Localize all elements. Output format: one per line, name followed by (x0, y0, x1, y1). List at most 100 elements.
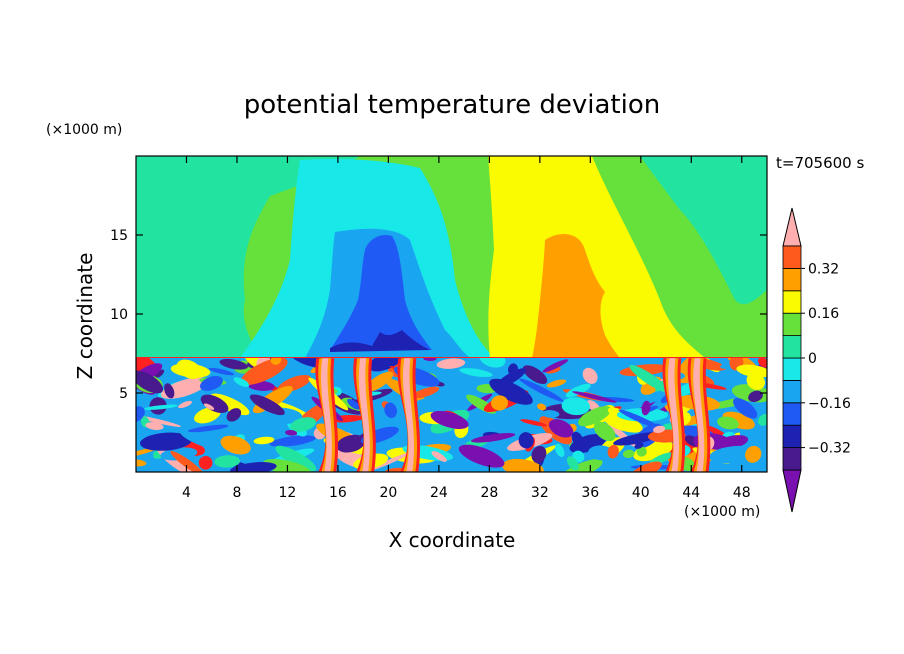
turbulence-patch (748, 390, 763, 403)
turbulence-patch (522, 365, 548, 384)
turbulence-patch (370, 452, 410, 471)
turbulence-patch (411, 386, 440, 399)
turbulence-patch (518, 432, 534, 449)
colorbar-bottom-extend (782, 469, 802, 513)
y-tick-label: 10 (110, 307, 128, 323)
x-tick-label: 8 (232, 485, 241, 501)
colorbar-tick-label: 0.32 (808, 261, 839, 277)
warm-plume (402, 358, 415, 472)
turbulence-patch (560, 459, 603, 472)
time-label: t=705600 s (776, 154, 864, 172)
turbulence-patch (634, 442, 644, 449)
x-tick-label: 4 (182, 485, 191, 501)
turbulence-patch (502, 458, 544, 472)
turbulence-patch (531, 445, 547, 463)
x-tick-label: 28 (480, 485, 498, 501)
turbulence-patch (176, 359, 202, 379)
turbulence-patch (270, 358, 282, 365)
turbulence-patch (629, 364, 670, 393)
turbulence-patch (618, 409, 662, 430)
turbulence-patch (653, 425, 666, 434)
turbulence-patch (479, 358, 506, 368)
turbulence-patch (220, 435, 251, 455)
turbulence-patch (616, 408, 668, 422)
turbulence-patch (736, 364, 767, 378)
turbulence-patch (495, 368, 527, 389)
x-unit-label: (×1000 m) (684, 504, 760, 520)
turbulence-patch (187, 424, 229, 433)
turbulence-patch (541, 410, 560, 418)
y-axis: 5 10 15 (110, 228, 767, 402)
turbulence-patch (458, 444, 505, 468)
y-tick-label: 5 (119, 386, 128, 402)
turbulence-patch (448, 372, 474, 382)
turbulence-patch (593, 421, 616, 442)
turbulence-patch (542, 359, 569, 373)
turbulence-patch (717, 416, 739, 430)
chart-title: potential temperature deviation (244, 90, 660, 120)
upper-contour-blue-core (330, 234, 432, 350)
turbulence-patch (180, 431, 222, 450)
turbulence-patch (537, 403, 547, 411)
x-tick-label: 16 (329, 485, 347, 501)
turbulence-patch (285, 429, 298, 436)
colorbar-bin (782, 290, 802, 314)
turbulence-patch (384, 402, 398, 419)
y-tick-label: 15 (110, 228, 128, 244)
x-tick-label: 20 (379, 485, 397, 501)
turbulence-patch (249, 394, 285, 416)
turbulence-patch (571, 431, 584, 447)
warm-plume (358, 358, 370, 472)
colorbar-bin (782, 335, 802, 359)
upper-contour-dark-blue (330, 330, 430, 352)
y-unit-label: (×1000 m) (46, 122, 122, 138)
colorbar-bin (782, 402, 802, 426)
turbulence-patch (253, 436, 275, 445)
turbulence-patch (566, 456, 579, 471)
turbulence-patch (758, 413, 767, 426)
turbulence-patch (572, 391, 617, 403)
x-tick-label: 32 (531, 485, 549, 501)
turbulence-patch (290, 417, 317, 432)
turbulence-patch (578, 406, 612, 427)
turbulence-patch (140, 432, 192, 451)
colorbar-bin (782, 245, 802, 269)
turbulence-patch (588, 445, 614, 461)
x-tick-label: 40 (632, 485, 650, 501)
turbulence-patch (622, 449, 635, 459)
turbulence-patch (143, 404, 178, 410)
colorbar-tick-label: 0.16 (808, 306, 839, 322)
turbulence-patch (636, 446, 647, 457)
turbulence-patch (198, 455, 213, 470)
turbulence-patch (233, 377, 250, 388)
turbulence-patch (347, 398, 361, 410)
x-tick-label: 48 (733, 485, 751, 501)
turbulence-patch (554, 443, 565, 457)
x-tick-label: 44 (682, 485, 700, 501)
turbulence-patch (364, 371, 394, 392)
turbulence-patch (214, 455, 241, 468)
turbulence-patch (219, 358, 248, 370)
turbulence-patch (275, 445, 317, 472)
warm-plume (693, 358, 705, 472)
colorbar-bin (782, 379, 802, 404)
turbulence-patch (164, 383, 175, 399)
x-tick-label: 12 (279, 485, 297, 501)
y-axis-label: Z coordinate (73, 253, 97, 380)
lower-turbulent-field (136, 358, 767, 472)
turbulence-patch (470, 433, 516, 443)
turbulence-patch (607, 444, 619, 459)
upper-contour-right-teal (640, 156, 767, 305)
x-axis-label: X coordinate (389, 528, 516, 552)
turbulence-patch (641, 400, 651, 416)
turbulence-patch (136, 370, 164, 394)
colorbar-tick-label: −0.32 (808, 441, 851, 457)
x-axis: 4 8 12 16 20 24 28 32 36 40 44 48 (182, 156, 751, 501)
turbulence-patch (226, 408, 242, 422)
turbulence-patch (145, 422, 164, 431)
turbulence-patch (436, 358, 466, 369)
colorbar-bin (782, 447, 802, 471)
turbulence-patch (733, 397, 758, 419)
turbulence-patch (200, 376, 223, 391)
